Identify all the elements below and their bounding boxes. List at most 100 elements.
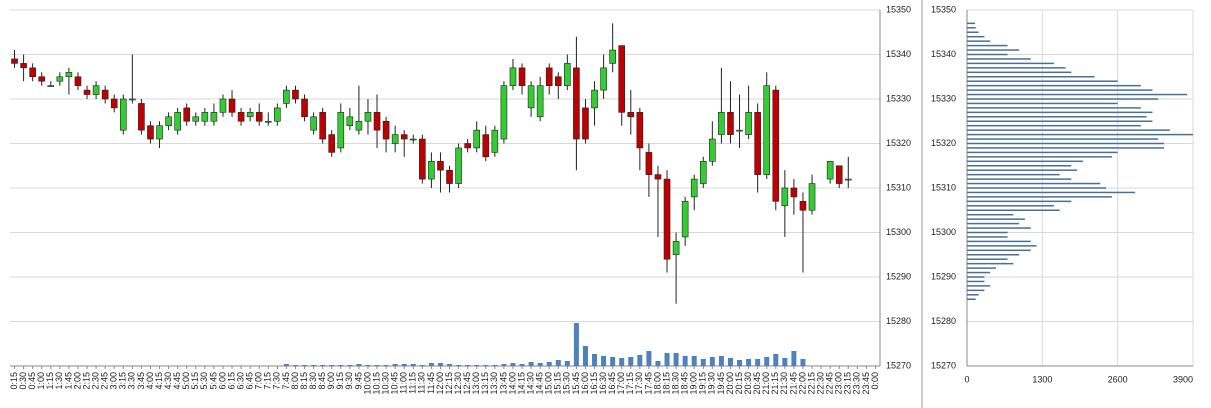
- x-tick-label: 6:00: [217, 372, 227, 390]
- profile-bar: [967, 89, 1153, 91]
- x-tick-label: 7:45: [281, 372, 291, 390]
- volume-bar: [682, 356, 688, 366]
- profile-bar: [967, 280, 985, 283]
- profile-bar: [967, 294, 979, 296]
- candle-body: [337, 112, 345, 149]
- x-tick-label: 23:15: [843, 372, 853, 395]
- candle-body: [129, 98, 136, 101]
- profile-bar: [967, 182, 1101, 185]
- candle-body: [74, 76, 82, 86]
- x-tick-label: 1:15: [45, 372, 55, 390]
- candle-body: [464, 143, 471, 149]
- candle-body: [835, 165, 843, 184]
- x-tick-label: 16:30: [598, 372, 608, 395]
- x-tick-label: 2:00: [72, 372, 82, 390]
- volume-bar: [555, 360, 561, 366]
- y-tick-label: 15310: [931, 182, 956, 192]
- x-tick-label: 10:45: [390, 372, 400, 395]
- volume-bar: [374, 365, 380, 366]
- volume-bar: [628, 357, 634, 366]
- candle-body: [690, 178, 698, 198]
- y-tick-label: 15310: [886, 182, 911, 192]
- y-tick-label: 15340: [886, 49, 911, 59]
- x-tick-label: 17:30: [634, 372, 644, 395]
- x-tick-label: 3:30: [127, 372, 137, 390]
- volume-bar: [383, 365, 389, 366]
- x-tick-label: 20:00: [725, 372, 735, 395]
- x-tick-label: 18:45: [680, 372, 690, 395]
- candle-body: [65, 72, 73, 78]
- x-tick-label: 0:45: [27, 372, 37, 390]
- x-tick-label: 17:00: [616, 372, 626, 395]
- y-tick-label: 15340: [931, 49, 956, 59]
- candle-body: [781, 187, 789, 207]
- profile-bar: [967, 133, 1193, 136]
- volume-bar: [664, 353, 670, 366]
- x-tick-label: 14:45: [535, 372, 545, 395]
- profile-bar: [967, 138, 1159, 140]
- candle-body: [527, 85, 535, 109]
- x-tick-label: 19:45: [716, 372, 726, 395]
- x-tick-label: 0:30: [18, 372, 28, 390]
- candle-body: [482, 134, 490, 158]
- profile-bar: [967, 267, 996, 269]
- x-tick-label: 21:30: [779, 372, 789, 395]
- x-tick-label: 6:15: [226, 372, 236, 390]
- candle-body: [772, 89, 780, 202]
- volume-bar: [782, 358, 788, 366]
- candle-body: [455, 147, 462, 184]
- candle-body: [799, 201, 807, 211]
- x-tick-label: 23:00: [834, 372, 844, 395]
- volume-bar: [338, 365, 344, 366]
- x-tick-label: 2:30: [90, 372, 100, 390]
- candle-body: [627, 112, 635, 118]
- y-tick-label: 15330: [886, 93, 911, 103]
- y-tick-label: 15300: [931, 227, 956, 237]
- x-tick-label: 21:15: [770, 372, 780, 395]
- candle-body: [591, 89, 598, 109]
- candle-body: [355, 120, 363, 131]
- volume-bar: [637, 355, 643, 366]
- candle-body: [292, 89, 299, 100]
- candle-body: [328, 134, 336, 153]
- x-tick-label: 0:00: [870, 372, 880, 390]
- volume-bar: [492, 365, 498, 366]
- candle-body: [11, 58, 18, 64]
- x-tick-label: 1:00: [36, 372, 46, 390]
- x-tick-label: 9:15: [335, 372, 345, 390]
- y-tick-label: 15290: [931, 271, 956, 281]
- candle-body: [264, 120, 272, 123]
- volume-bar: [718, 356, 724, 366]
- profile-bar: [967, 67, 1066, 69]
- volume-bar: [356, 364, 362, 366]
- x-tick-label: 8:00: [290, 372, 300, 390]
- candle-body: [718, 112, 725, 135]
- profile-bar: [967, 151, 1118, 154]
- x-tick-label: 4:15: [154, 372, 164, 390]
- x-tick-label: 9:45: [353, 372, 363, 390]
- volume-bar: [619, 358, 625, 366]
- profile-bar: [967, 187, 1107, 189]
- volume-bar: [582, 346, 588, 366]
- x-tick-label: 22:45: [825, 372, 835, 395]
- candle-body: [808, 183, 816, 211]
- profile-bar: [967, 147, 1165, 149]
- profile-bar: [967, 289, 985, 292]
- x-tick-label: 5:00: [181, 372, 191, 390]
- volume-bar: [564, 361, 570, 366]
- candle-body: [654, 174, 662, 180]
- candle-body: [283, 89, 290, 104]
- x-tick-label: 12:45: [462, 372, 472, 395]
- profile-bar: [967, 102, 1118, 105]
- x-tick-label: 14:00: [507, 372, 517, 395]
- x-tick-label: 18:00: [652, 372, 662, 395]
- profile-bar: [967, 76, 1095, 78]
- profile-bar: [967, 258, 1008, 260]
- candle-body: [47, 85, 55, 87]
- y-tick-label: 15350: [931, 4, 956, 14]
- x-tick-label: 3:00: [109, 372, 119, 390]
- candle-body: [219, 98, 227, 113]
- profile-bar: [967, 209, 1060, 211]
- candle-body: [101, 89, 109, 100]
- x-tick-label: 17:45: [643, 372, 653, 395]
